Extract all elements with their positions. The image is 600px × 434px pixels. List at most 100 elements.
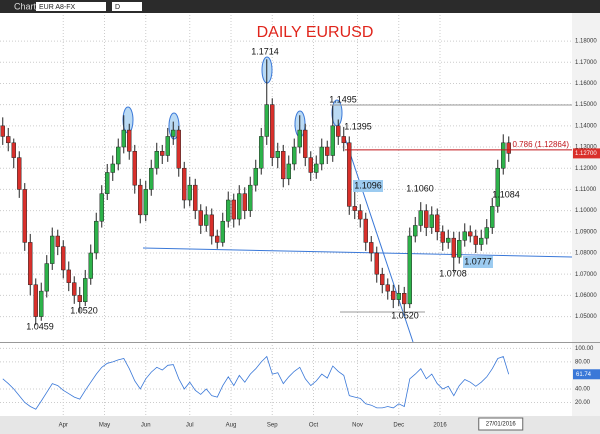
annotation: 1.0777 [464, 256, 492, 266]
candle-body [132, 151, 137, 186]
candle-body [270, 104, 275, 158]
symbol-text[interactable]: EUR A8-FX [39, 4, 76, 11]
annotation: 1.1495 [329, 94, 357, 104]
candle-body [198, 210, 203, 226]
candle-body [99, 193, 104, 222]
candle-body [61, 246, 66, 271]
candle-body [391, 290, 396, 300]
symbol-input[interactable] [36, 2, 106, 11]
interval-text[interactable]: D [115, 4, 120, 11]
y-tick-label: 1.08000 [575, 251, 597, 257]
date-tag [478, 417, 524, 431]
annotation: 1.0520 [391, 310, 419, 320]
candle-body [149, 167, 154, 190]
candle-body [204, 214, 209, 226]
annotation: 1.1084 [492, 189, 520, 199]
candle-body [369, 242, 374, 254]
candle-body [187, 184, 192, 201]
interval-input[interactable] [112, 2, 142, 11]
candle-body [468, 231, 473, 237]
candle-body [209, 214, 214, 237]
y-tick-label: 1.14000 [575, 123, 597, 129]
candle-body [402, 293, 407, 305]
candle-body [380, 273, 385, 286]
candle-body [253, 167, 258, 186]
axis-labels: 1.05000 1.06000 1.07000 1.08000 1.09000 1.100… [59, 39, 598, 429]
candle-body [264, 104, 269, 137]
candle-body [501, 142, 506, 169]
osc-tag-label: 61.74 [576, 372, 592, 378]
candle-body [110, 163, 115, 173]
candle-body [347, 142, 352, 207]
candle-body [77, 295, 82, 302]
candle-body [440, 231, 445, 243]
x-tick-label: Nov [352, 423, 363, 429]
candle-body [17, 157, 22, 190]
candle-body [330, 125, 335, 156]
candle-body [374, 252, 379, 275]
y-tick-label: 1.16000 [575, 81, 597, 87]
candle-body [182, 167, 187, 201]
candle-body [336, 125, 341, 137]
candle-body [171, 129, 176, 137]
candle-body [39, 290, 44, 317]
annotation: 1.0459 [26, 321, 54, 331]
candle-body [314, 163, 319, 173]
candle-body [429, 214, 434, 228]
price-tag [573, 148, 600, 159]
osc-tag [573, 369, 600, 380]
y-tick-label: 1.06000 [575, 293, 597, 299]
annotation: 1.1395 [344, 121, 372, 131]
candle-body [0, 125, 5, 137]
candle-body [66, 269, 71, 283]
candle-body [341, 136, 346, 144]
x-tick-label: Aug [226, 423, 237, 429]
candle-body [55, 235, 60, 247]
y-tick-label: 1.17000 [575, 60, 597, 66]
candle-body [138, 184, 143, 216]
toolbar-title: Chart [14, 1, 37, 11]
candle-body [352, 206, 357, 211]
candle-body [215, 235, 220, 243]
annotation-box [353, 180, 383, 192]
candle-body [303, 129, 308, 158]
candle-body [242, 193, 247, 211]
peak-marker [122, 106, 134, 134]
annotation: 1.0708 [439, 268, 467, 278]
candle-body [6, 136, 11, 144]
candle-body [22, 189, 27, 243]
candle-body [358, 210, 363, 220]
osc-tick-label: 100.00 [575, 346, 594, 352]
candle-body [248, 184, 253, 211]
candle-body [286, 163, 291, 180]
candle-body [50, 235, 55, 264]
candle-body [418, 210, 423, 226]
candle-body [44, 263, 49, 292]
y-tick-label: 1.13000 [575, 145, 597, 151]
price-axis [572, 13, 600, 416]
candle-body [33, 284, 38, 317]
annotation: 1.1096 [354, 180, 382, 190]
candle-body [105, 172, 110, 194]
candle-body [275, 151, 280, 158]
price-tag-label: 1.12700 [575, 151, 597, 157]
drawings [122, 56, 573, 343]
candle-body [319, 146, 324, 165]
candle-body [143, 189, 148, 216]
candle-body [127, 129, 132, 152]
candle-body [88, 252, 93, 279]
x-tick-label: Oct [309, 423, 319, 429]
y-tick-label: 1.10000 [575, 208, 597, 214]
chart-title: DAILY EURUSD [257, 24, 374, 41]
candle-body [292, 146, 297, 165]
candle-body [385, 284, 390, 292]
x-tick-label: Jul [186, 423, 194, 429]
candle-body [193, 184, 198, 211]
y-tick-label: 1.05000 [575, 314, 597, 320]
candle-body [396, 293, 401, 300]
candle-body [11, 142, 16, 158]
candle-body [451, 237, 456, 258]
y-tick-label: 1.12000 [575, 166, 597, 172]
candle-body [165, 136, 170, 156]
